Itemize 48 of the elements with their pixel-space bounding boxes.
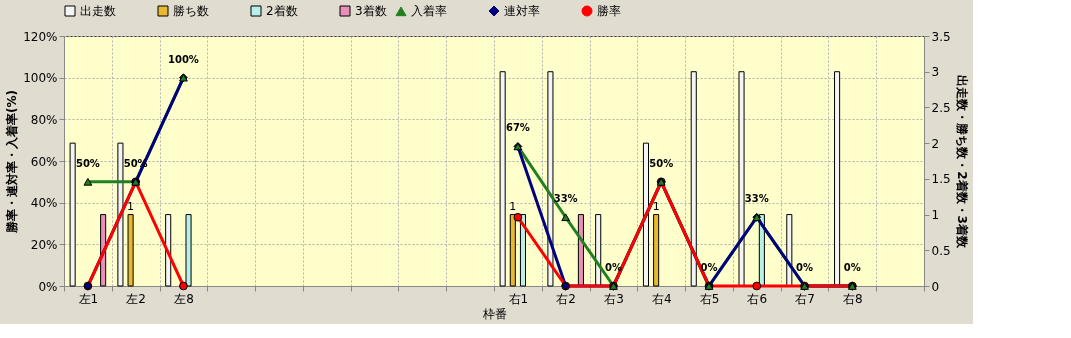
y2-tick-label: 1.5	[931, 172, 951, 187]
legend-label: 連対率	[504, 4, 540, 18]
data-label: 100%	[167, 53, 199, 65]
data-label: 1	[127, 199, 135, 213]
legend-label: 入着率	[411, 4, 447, 19]
legend-label: 出走数	[80, 4, 116, 18]
data-label: 33%	[744, 193, 769, 205]
y-tick-label: 40%	[30, 196, 58, 211]
legend-label: 勝率	[597, 4, 621, 18]
y-tick-label: 20%	[30, 237, 58, 252]
data-label: 0%	[700, 262, 718, 273]
y-tick-label: 100%	[23, 71, 58, 86]
y-tick-label: 60%	[30, 154, 58, 169]
x-tick-label: 左1	[78, 291, 99, 306]
x-tick-label: 右1	[508, 291, 529, 306]
data-label: 1	[509, 199, 517, 213]
x-tick-label: 右4	[651, 291, 672, 306]
y2-tick-label: 3	[931, 65, 940, 80]
x-tick-label: 左8	[174, 291, 194, 306]
y2-axis-title: 出走数・勝ち数・2着数・3着数	[954, 75, 969, 249]
data-label: 50%	[75, 157, 100, 169]
x-tick-label: 左2	[126, 291, 146, 306]
x-tick-label: 右5	[699, 291, 720, 306]
x-axis-title: 枠番	[481, 306, 507, 321]
y2-tick-label: 2	[931, 136, 940, 151]
data-label: 0%	[843, 262, 861, 273]
legend-label: 2着数	[266, 4, 298, 18]
y2-tick-label: 1	[931, 208, 940, 223]
data-label: 33%	[553, 193, 578, 205]
data-label: 50%	[649, 157, 674, 169]
y2-tick-label: 3.5	[931, 29, 951, 44]
y2-tick-label: 2.5	[931, 100, 951, 115]
y2-tick-label: 0.5	[931, 243, 951, 258]
y2-tick-label: 0	[931, 279, 940, 294]
y-tick-label: 120%	[23, 29, 58, 44]
y-tick-label: 80%	[30, 112, 58, 127]
y-axis-title: 勝率・連対率・入着率(%)	[5, 90, 20, 234]
data-label: 0%	[796, 262, 814, 273]
x-tick-label: 右8	[843, 291, 863, 306]
y-tick-label: 0%	[38, 279, 58, 294]
legend-label: 3着数	[355, 4, 387, 18]
x-tick-label: 右3	[604, 291, 624, 306]
data-label: 67%	[505, 122, 530, 134]
data-label: 1	[652, 199, 660, 213]
legend-label: 勝ち数	[173, 4, 209, 18]
x-tick-label: 右7	[795, 291, 815, 306]
x-tick-label: 右6	[747, 291, 768, 306]
x-tick-label: 右2	[556, 291, 576, 306]
